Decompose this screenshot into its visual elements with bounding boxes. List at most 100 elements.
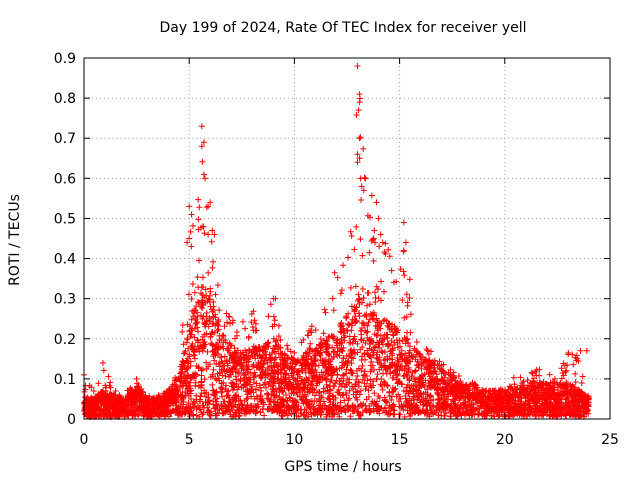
data-point xyxy=(243,364,250,371)
data-point xyxy=(375,392,382,399)
data-point xyxy=(563,412,570,419)
data-point xyxy=(195,339,202,346)
data-point xyxy=(347,413,354,420)
data-point xyxy=(242,347,249,354)
data-point xyxy=(235,383,242,390)
data-point xyxy=(336,405,343,412)
x-axis-label: GPS time / hours xyxy=(284,459,401,475)
data-point xyxy=(308,397,315,404)
data-point xyxy=(207,199,214,206)
data-point xyxy=(112,387,119,394)
data-point xyxy=(428,361,435,368)
data-point xyxy=(351,333,358,340)
data-point xyxy=(286,394,293,401)
data-point xyxy=(526,410,533,417)
data-point xyxy=(202,393,209,400)
data-point xyxy=(101,406,108,413)
data-point xyxy=(372,239,379,246)
data-point xyxy=(180,398,187,405)
data-point xyxy=(358,328,365,335)
data-point xyxy=(199,315,206,322)
data-point xyxy=(370,257,377,264)
data-point xyxy=(262,374,269,381)
data-point xyxy=(432,368,439,375)
data-point xyxy=(365,319,372,326)
data-point xyxy=(509,396,516,403)
data-point xyxy=(346,395,353,402)
data-point xyxy=(198,123,205,130)
data-point xyxy=(185,291,192,298)
data-point xyxy=(409,354,416,361)
data-point xyxy=(104,390,111,397)
data-point xyxy=(263,384,270,391)
data-point xyxy=(203,359,210,366)
data-point xyxy=(273,361,280,368)
data-point xyxy=(279,413,286,420)
data-point xyxy=(316,395,323,402)
data-point xyxy=(378,278,385,285)
data-point xyxy=(481,413,488,420)
data-point xyxy=(409,369,416,376)
data-point xyxy=(579,373,586,380)
data-point xyxy=(470,408,477,415)
data-point xyxy=(188,316,195,323)
data-point xyxy=(212,398,219,405)
data-point xyxy=(357,134,364,141)
data-point xyxy=(431,409,438,416)
data-point xyxy=(573,398,580,405)
data-point xyxy=(556,395,563,402)
data-point xyxy=(518,382,525,389)
data-point xyxy=(223,367,230,374)
data-point xyxy=(244,369,251,376)
data-point xyxy=(166,391,173,398)
data-point xyxy=(564,362,571,369)
data-point xyxy=(221,323,228,330)
data-point xyxy=(354,159,361,166)
data-point xyxy=(84,394,91,401)
data-point xyxy=(214,370,221,377)
data-point xyxy=(361,368,368,375)
data-point xyxy=(205,269,212,276)
data-point xyxy=(533,372,540,379)
data-point xyxy=(199,291,206,298)
data-point xyxy=(88,412,95,419)
data-point xyxy=(184,378,191,385)
data-point xyxy=(572,370,579,377)
data-point xyxy=(201,390,208,397)
data-point xyxy=(495,387,502,394)
data-point xyxy=(543,395,550,402)
data-point xyxy=(320,385,327,392)
y-tick-label: 0.7 xyxy=(54,131,76,147)
data-point xyxy=(205,231,212,238)
data-point xyxy=(184,372,191,379)
data-point xyxy=(451,403,458,410)
data-point xyxy=(565,351,572,358)
data-point xyxy=(426,373,433,380)
data-point xyxy=(249,323,256,330)
data-point xyxy=(359,299,366,306)
data-point xyxy=(583,408,590,415)
data-point xyxy=(212,291,219,298)
data-point xyxy=(445,369,452,376)
data-point xyxy=(329,295,336,302)
data-point xyxy=(89,409,96,416)
data-point xyxy=(325,395,332,402)
data-point xyxy=(189,222,196,229)
data-point xyxy=(420,390,427,397)
data-point xyxy=(218,380,225,387)
data-point xyxy=(427,384,434,391)
data-point xyxy=(344,406,351,413)
data-point xyxy=(503,398,510,405)
data-point xyxy=(354,396,361,403)
data-point xyxy=(293,369,300,376)
data-point xyxy=(380,335,387,342)
data-point xyxy=(451,396,458,403)
data-point xyxy=(316,342,323,349)
data-point xyxy=(330,307,337,314)
data-point xyxy=(521,405,528,412)
data-point xyxy=(379,349,386,356)
data-point xyxy=(332,403,339,410)
data-point xyxy=(562,383,569,390)
data-point xyxy=(195,216,202,223)
data-point xyxy=(111,398,118,405)
